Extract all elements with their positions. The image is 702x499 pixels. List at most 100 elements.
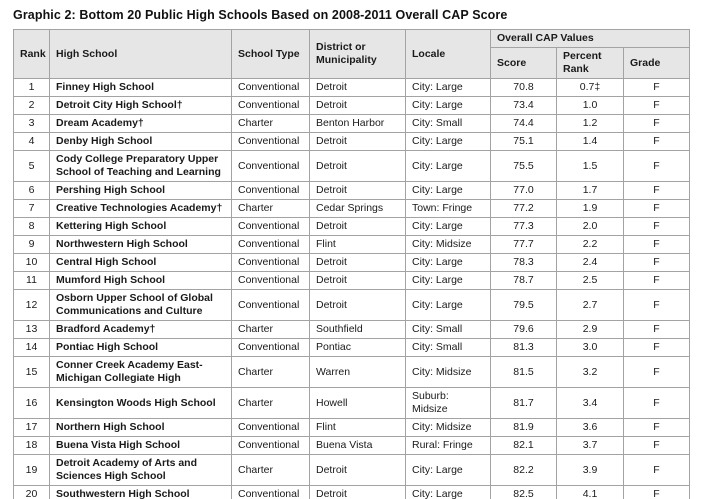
score-cell: 79.6 — [490, 320, 557, 339]
locale-cell: City: Large — [405, 454, 491, 486]
locale-cell: City: Midsize — [405, 356, 491, 388]
grade-cell: F — [622, 418, 691, 437]
grade-cell: F — [622, 436, 691, 455]
grade-cell: F — [622, 454, 691, 486]
locale-cell: City: Large — [405, 485, 491, 499]
column-header-district: District or Municipality — [309, 29, 406, 79]
district-cell: Detroit — [309, 96, 406, 115]
school-type-cell: Conventional — [231, 235, 310, 254]
locale-cell: Suburb: Midsize — [405, 387, 491, 419]
school-type-cell: Conventional — [231, 271, 310, 290]
score-cell: 77.2 — [490, 199, 557, 218]
school-type-cell: Conventional — [231, 78, 310, 97]
locale-cell: City: Large — [405, 132, 491, 151]
percent-rank-cell: 0.7‡ — [556, 78, 624, 97]
table-header: Rank High School School Type District or… — [13, 29, 691, 79]
district-cell: Detroit — [309, 289, 406, 321]
table-row: 19 Detroit Academy of Arts and Sciences … — [13, 454, 691, 486]
table-row: 15 Conner Creek Academy East-Michigan Co… — [13, 356, 691, 388]
score-cell: 78.7 — [490, 271, 557, 290]
table-row: 2 Detroit City High School† Conventional… — [13, 96, 691, 115]
column-header-rank: Rank — [13, 29, 50, 79]
school-type-cell: Charter — [231, 114, 310, 133]
score-cell: 77.0 — [490, 181, 557, 200]
rank-cell: 18 — [13, 436, 50, 455]
score-cell: 78.3 — [490, 253, 557, 272]
grade-cell: F — [622, 181, 691, 200]
table-row: 5 Cody College Preparatory Upper School … — [13, 150, 691, 182]
percent-rank-cell: 2.4 — [556, 253, 624, 272]
score-cell: 81.7 — [490, 387, 557, 419]
locale-cell: City: Midsize — [405, 235, 491, 254]
locale-cell: City: Large — [405, 217, 491, 236]
rank-cell: 12 — [13, 289, 50, 321]
table-body: 1 Finney High School Conventional Detroi… — [13, 78, 691, 499]
rank-cell: 3 — [13, 114, 50, 133]
school-name-cell: Central High School — [49, 253, 232, 272]
table-row: 3 Dream Academy† Charter Benton Harbor C… — [13, 114, 691, 133]
district-cell: Detroit — [309, 181, 406, 200]
grade-cell: F — [622, 387, 691, 419]
table-row: 9 Northwestern High School Conventional … — [13, 235, 691, 254]
grade-cell: F — [622, 132, 691, 151]
column-header-percent-rank: Percent Rank — [556, 47, 624, 79]
table-row: 8 Kettering High School Conventional Det… — [13, 217, 691, 236]
locale-cell: City: Small — [405, 338, 491, 357]
table-row: 10 Central High School Conventional Detr… — [13, 253, 691, 272]
column-header-type: School Type — [231, 29, 310, 79]
rank-cell: 16 — [13, 387, 50, 419]
score-cell: 79.5 — [490, 289, 557, 321]
district-cell: Cedar Springs — [309, 199, 406, 218]
grade-cell: F — [622, 289, 691, 321]
school-type-cell: Charter — [231, 199, 310, 218]
school-name-cell: Dream Academy† — [49, 114, 232, 133]
table-row: 16 Kensington Woods High School Charter … — [13, 387, 691, 419]
locale-cell: City: Large — [405, 181, 491, 200]
district-cell: Buena Vista — [309, 436, 406, 455]
page-title: Graphic 2: Bottom 20 Public High Schools… — [13, 8, 508, 22]
rank-cell: 8 — [13, 217, 50, 236]
district-cell: Detroit — [309, 271, 406, 290]
percent-rank-cell: 1.4 — [556, 132, 624, 151]
district-cell: Flint — [309, 235, 406, 254]
district-cell: Howell — [309, 387, 406, 419]
percent-rank-cell: 3.4 — [556, 387, 624, 419]
school-name-cell: Creative Technologies Academy† — [49, 199, 232, 218]
district-cell: Detroit — [309, 132, 406, 151]
school-name-cell: Pershing High School — [49, 181, 232, 200]
rank-cell: 6 — [13, 181, 50, 200]
grade-cell: F — [622, 253, 691, 272]
table-row: 11 Mumford High School Conventional Detr… — [13, 271, 691, 290]
percent-rank-cell: 3.2 — [556, 356, 624, 388]
percent-rank-cell: 2.0 — [556, 217, 624, 236]
grade-cell: F — [622, 235, 691, 254]
district-cell: Detroit — [309, 253, 406, 272]
district-cell: Detroit — [309, 150, 406, 182]
percent-rank-cell: 3.9 — [556, 454, 624, 486]
school-type-cell: Charter — [231, 320, 310, 339]
school-name-cell: Kettering High School — [49, 217, 232, 236]
district-cell: Warren — [309, 356, 406, 388]
school-type-cell: Conventional — [231, 253, 310, 272]
rank-cell: 17 — [13, 418, 50, 437]
score-cell: 81.5 — [490, 356, 557, 388]
locale-cell: City: Large — [405, 78, 491, 97]
school-type-cell: Conventional — [231, 289, 310, 321]
grade-cell: F — [622, 271, 691, 290]
score-cell: 82.5 — [490, 485, 557, 499]
column-header-school: High School — [49, 29, 232, 79]
percent-rank-cell: 2.9 — [556, 320, 624, 339]
school-name-cell: Pontiac High School — [49, 338, 232, 357]
rank-cell: 14 — [13, 338, 50, 357]
district-cell: Detroit — [309, 217, 406, 236]
percent-rank-cell: 1.5 — [556, 150, 624, 182]
locale-cell: City: Large — [405, 271, 491, 290]
school-name-cell: Cody College Preparatory Upper School of… — [49, 150, 232, 182]
school-type-cell: Conventional — [231, 150, 310, 182]
school-name-cell: Southwestern High School — [49, 485, 232, 499]
school-type-cell: Conventional — [231, 132, 310, 151]
percent-rank-cell: 2.2 — [556, 235, 624, 254]
rank-cell: 4 — [13, 132, 50, 151]
rank-cell: 10 — [13, 253, 50, 272]
rank-cell: 15 — [13, 356, 50, 388]
